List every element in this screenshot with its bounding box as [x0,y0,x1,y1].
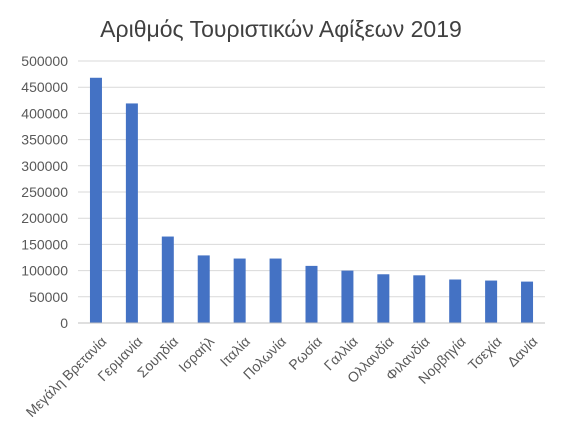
bar [413,275,426,323]
y-axis-ticks: 0 50000 100000 150000 200000 250000 300000 3500… [21,53,68,331]
bars [89,77,534,323]
y-tick-label: 0 [60,315,68,331]
y-tick-label: 350000 [21,132,68,148]
x-category-label: Δανία [504,333,541,370]
bar [269,258,282,323]
bar [521,281,534,323]
bar [197,255,210,323]
y-tick-label: 500000 [21,53,68,69]
y-tick-label: 250000 [21,184,68,200]
y-tick-label: 150000 [21,236,68,252]
x-category-label: Ισραήλ [175,333,217,375]
gridlines [78,60,545,298]
x-category-label: Ρωσία [285,333,325,373]
bar [449,279,462,323]
x-category-label: Μεγάλη Βρετανία [23,333,110,420]
y-tick-label: 100000 [21,263,68,279]
bar [341,270,354,323]
bar [125,103,138,323]
bar [377,274,390,323]
x-category-label: Τσεχία [465,333,505,373]
bar [305,265,318,323]
bar [161,236,174,323]
y-tick-label: 450000 [21,79,68,95]
y-tick-label: 400000 [21,105,68,121]
y-tick-label: 50000 [29,289,68,305]
bar [485,280,498,323]
chart-title: Αριθμός Τουριστικών Αφίξεων 2019 [100,16,462,42]
bar [89,77,102,323]
y-tick-label: 200000 [21,210,68,226]
y-tick-label: 300000 [21,158,68,174]
bar [233,258,246,323]
